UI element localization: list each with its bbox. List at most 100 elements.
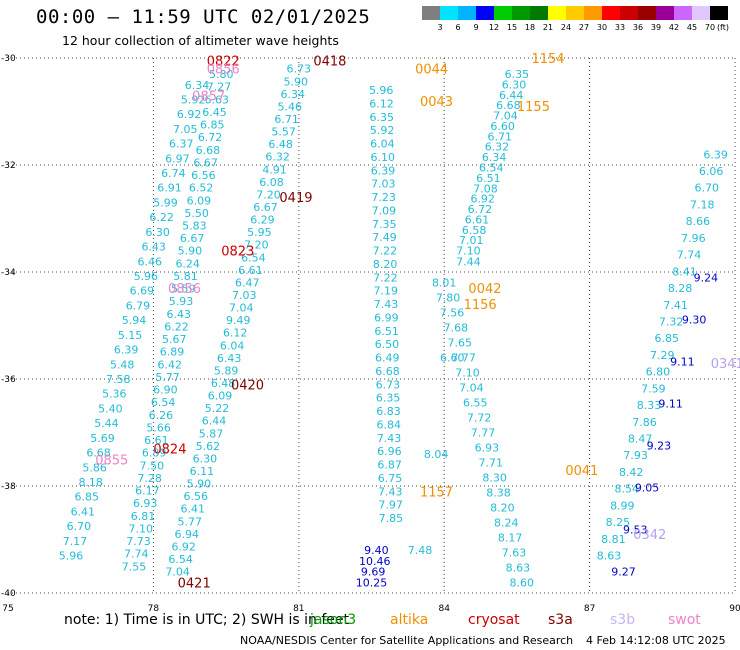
wave-height-value: 7.04 [493, 110, 518, 123]
pass-time-label: 0043 [420, 95, 453, 110]
wave-height-value: 8.66 [686, 215, 711, 228]
wave-height-value: 6.68 [196, 144, 221, 157]
color-legend-label: 18 [525, 23, 535, 32]
wave-height-value: 9.30 [682, 313, 707, 326]
wave-height-value: 6.54 [241, 251, 266, 264]
y-tick-label: -30 [1, 54, 16, 64]
wave-height-value: 6.85 [200, 119, 225, 132]
wave-height-value: 7.10 [456, 245, 481, 258]
color-legend-label: 3 [437, 23, 442, 32]
wave-height-value: 6.92 [470, 193, 495, 206]
color-legend-swatch [602, 6, 620, 20]
wave-height-value: 6.99 [374, 311, 399, 324]
wave-height-value: 6.52 [189, 182, 214, 195]
wave-height-value: 7.56 [440, 307, 465, 320]
wave-height-value: 6.48 [211, 377, 236, 390]
wave-height-value: 5.69 [90, 432, 115, 445]
wave-height-value: 6.70 [67, 520, 92, 533]
wave-height-value: 7.35 [372, 218, 397, 231]
x-tick-label: 84 [438, 604, 450, 614]
wave-height-value: 7.29 [650, 349, 675, 362]
wave-height-value: 6.42 [158, 358, 183, 371]
wave-height-value: 6.49 [375, 352, 400, 365]
wave-height-value: 6.44 [499, 89, 524, 102]
wave-height-value: 6.58 [462, 224, 487, 237]
wave-height-value: 6.43 [141, 241, 166, 254]
wave-height-value: 6.39 [371, 164, 396, 177]
wave-height-value: 8.01 [432, 277, 457, 290]
wave-height-value: 7.04 [459, 382, 484, 395]
wave-height-value: 5.92 [370, 124, 395, 137]
wave-height-value: 6.04 [370, 138, 395, 151]
wave-height-value: 7.93 [623, 449, 648, 462]
color-legend-label: 21 [543, 23, 553, 32]
wave-height-value: 5.40 [98, 402, 123, 415]
pass-time-label: 0822 [207, 55, 240, 70]
wave-height-value: 6.71 [488, 130, 513, 143]
wave-height-value: 6.63 [205, 93, 230, 106]
color-legend-swatch [692, 6, 710, 20]
color-legend-label: 12 [489, 23, 499, 32]
wave-height-value: 6.60 [490, 120, 515, 133]
wave-height-value: 8.24 [494, 516, 519, 529]
wave-height-value: 6.32 [265, 151, 290, 164]
wave-height-value: 5.83 [182, 219, 207, 232]
wave-height-value: 7.18 [690, 198, 715, 211]
wave-height-value: 6.92 [171, 540, 196, 553]
color-legend-swatch [458, 6, 476, 20]
wave-height-value: 5.67 [162, 333, 187, 346]
wave-height-value: 6.35 [370, 111, 395, 124]
wave-height-value: 6.61 [238, 264, 263, 277]
wave-height-value: 7.68 [444, 322, 469, 335]
color-legend-swatch [476, 6, 494, 20]
wave-height-value: 6.68 [375, 365, 400, 378]
wave-height-value: 7.27 [207, 81, 232, 94]
wave-height-value: 6.56 [191, 169, 216, 182]
wave-height-value: 9.11 [670, 355, 695, 368]
page-title: 00:00 – 11:59 UTC 02/01/2025 [36, 6, 371, 28]
wave-height-value: 5.81 [173, 270, 198, 283]
wave-height-value: 6.61 [465, 213, 490, 226]
page-subtitle: 12 hour collection of altimeter wave hei… [62, 33, 339, 48]
wave-height-value: 7.50 [140, 459, 165, 472]
wave-height-value: 9.69 [361, 566, 386, 579]
wave-height-value: 6.35 [505, 68, 530, 81]
wave-height-value: 6.69 [130, 285, 155, 298]
color-legend-swatch [620, 6, 638, 20]
wave-height-value: 7.43 [378, 485, 403, 498]
wave-height-value: 8.30 [482, 471, 507, 484]
wave-height-value: 6.75 [378, 472, 403, 485]
wave-height-value: 6.67 [180, 232, 205, 245]
pass-time-label: 0420 [231, 378, 264, 393]
wave-height-value: 5.96 [369, 84, 394, 97]
credit-line: NOAA/NESDIS Center for Satellite Applica… [240, 634, 574, 647]
wave-height-value: 9.49 [226, 314, 251, 327]
wave-height-value: 7.71 [478, 456, 503, 469]
wave-height-value: 6.54 [168, 553, 193, 566]
x-tick-label: 90 [729, 604, 740, 614]
wave-height-value: 6.29 [250, 214, 275, 227]
wave-height-value: 6.04 [220, 339, 245, 352]
footer-note: note: 1) Time is in UTC; 2) SWH is in fe… [64, 612, 350, 628]
wave-height-value: 5.22 [205, 402, 230, 415]
wave-height-value: 6.67 [253, 201, 278, 214]
wave-height-value: 8.28 [668, 282, 693, 295]
wave-height-value: 6.30 [502, 78, 527, 91]
wave-height-value: 7.74 [124, 548, 149, 561]
wave-height-value: 7.01 [459, 234, 484, 247]
satellite-legend-altika: altika [390, 612, 429, 628]
wave-height-value: 7.17 [63, 535, 88, 548]
wave-height-value: 6.12 [369, 97, 394, 110]
wave-height-value: 8.33 [637, 399, 662, 412]
y-tick-label: -32 [1, 161, 16, 171]
wave-height-value: 7.85 [379, 512, 404, 525]
pass-time-label: 0856 [207, 63, 240, 78]
pass-time-label: 0419 [279, 191, 312, 206]
wave-height-value: 6.70 [694, 182, 719, 195]
wave-height-value: 6.89 [160, 346, 185, 359]
wave-height-value: 5.59 [171, 283, 196, 296]
wave-height-value: 7.08 [473, 182, 498, 195]
wave-height-value: 6.83 [376, 405, 401, 418]
x-tick-label: 81 [293, 604, 304, 614]
y-tick-label: -40 [1, 589, 16, 599]
